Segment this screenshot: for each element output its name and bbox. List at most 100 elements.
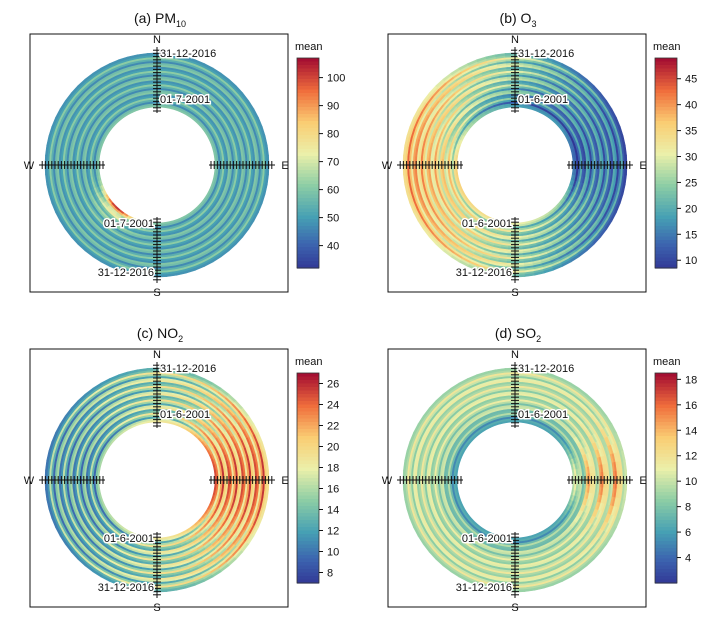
colorbar-tick-label: 45 xyxy=(685,74,697,86)
colorbar-segment xyxy=(297,75,319,80)
colorbar-segment xyxy=(655,240,677,245)
colorbar-segment xyxy=(297,166,319,171)
colorbar-segment xyxy=(297,103,319,108)
direction-label-s: S xyxy=(511,287,518,299)
colorbar-segment xyxy=(297,149,319,154)
colorbar-segment xyxy=(655,142,677,147)
panel-b-frame xyxy=(387,33,647,293)
colorbar-segment xyxy=(297,96,319,101)
colorbar-segment xyxy=(297,243,319,248)
colorbar-segment xyxy=(297,226,319,231)
date-label-inner-bottom: 01-6-2001 xyxy=(462,218,512,230)
colorbar-segment xyxy=(297,128,319,133)
colorbar-segment xyxy=(297,187,319,192)
direction-label-e: E xyxy=(639,160,646,172)
colorbar-segment xyxy=(297,250,319,255)
panel-c-plot: NESW31-12-201601-6-200101-6-200131-12-20… xyxy=(24,348,339,614)
colorbar-segment xyxy=(655,219,677,224)
colorbar-segment xyxy=(655,89,677,94)
colorbar-segment xyxy=(655,212,677,217)
colorbar-tick-label: 60 xyxy=(327,185,339,197)
colorbar-segment xyxy=(297,236,319,241)
colorbar-segment xyxy=(655,149,677,154)
colorbar-segment xyxy=(297,184,319,189)
colorbar-segment xyxy=(655,100,677,105)
colorbar-segment xyxy=(655,180,677,185)
colorbar-segment xyxy=(297,117,319,122)
colorbar-segment xyxy=(297,208,319,213)
panel-b-axes xyxy=(397,47,633,283)
colorbar-segment xyxy=(655,79,677,84)
colorbar-segment xyxy=(655,72,677,77)
colorbar-segment xyxy=(655,236,677,241)
colorbar-segment xyxy=(297,215,319,220)
direction-label-n: N xyxy=(153,34,161,46)
date-label-inner-top: 01-7-2001 xyxy=(160,94,210,106)
direction-label-s: S xyxy=(153,287,160,299)
colorbar-segment xyxy=(655,121,677,126)
panel-a-title-text: (a) PM xyxy=(133,10,176,26)
colorbar-segment xyxy=(655,58,677,63)
colorbar-segment xyxy=(655,61,677,66)
colorbar-segment xyxy=(297,145,319,150)
colorbar-segment xyxy=(297,233,319,238)
colorbar-segment xyxy=(655,82,677,87)
colorbar-border xyxy=(296,57,320,269)
colorbar-segment xyxy=(655,173,677,178)
colorbar-segment xyxy=(297,219,319,224)
colorbar-segment xyxy=(655,103,677,108)
colorbar-segment xyxy=(655,117,677,122)
colorbar-segment xyxy=(655,264,677,269)
panel-c-rings xyxy=(44,367,270,593)
colorbar-tick-label: 10 xyxy=(685,255,697,267)
direction-label-w: W xyxy=(382,160,393,172)
panel-c-title: (c) NO2 xyxy=(30,325,290,344)
colorbar-segment xyxy=(297,156,319,161)
colorbar-tick-label: 30 xyxy=(685,152,697,164)
colorbar-tick-label: 50 xyxy=(327,213,339,225)
colorbar-segment xyxy=(655,86,677,91)
direction-label-w: W xyxy=(24,160,35,172)
colorbar-segment xyxy=(655,145,677,150)
colorbar-tick-label: 40 xyxy=(327,241,339,253)
colorbar-tick-label: 80 xyxy=(327,129,339,141)
colorbar-tick-label: 20 xyxy=(685,203,697,215)
colorbar-segment xyxy=(655,198,677,203)
colorbar-segment xyxy=(297,170,319,175)
colorbar-segment xyxy=(297,240,319,245)
panel-a-plot: NESW31-12-201601-7-200101-7-200131-12-20… xyxy=(24,33,345,299)
colorbar-segment xyxy=(655,205,677,210)
colorbar-segment xyxy=(655,233,677,238)
colorbar-tick-label: 40 xyxy=(685,100,697,112)
colorbar-segment xyxy=(297,68,319,73)
panel-c-frame xyxy=(29,348,289,608)
panel-b-rings xyxy=(402,52,628,278)
colorbar-segment xyxy=(297,198,319,203)
colorbar-segment xyxy=(655,215,677,220)
colorbar-segment xyxy=(655,135,677,140)
panel-a-legend-title: mean xyxy=(295,41,323,53)
panel-b-legend-title: mean xyxy=(653,41,681,53)
colorbar-segment xyxy=(655,75,677,80)
colorbar-segment xyxy=(297,254,319,259)
colorbar-segment xyxy=(655,138,677,143)
colorbar-tick-label: 25 xyxy=(685,177,697,189)
panel-c: (c) NO2 N E S W 31-12-2016 01-6-2001 01-6-2001… xyxy=(0,315,350,620)
colorbar-segment xyxy=(297,65,319,70)
colorbar-segment xyxy=(297,191,319,196)
colorbar-segment xyxy=(655,124,677,129)
colorbar-segment xyxy=(297,201,319,206)
colorbar-segment xyxy=(297,114,319,119)
colorbar-segment xyxy=(297,163,319,168)
colorbar-segment xyxy=(297,194,319,199)
panel-c-title-sub: 2 xyxy=(178,333,184,344)
date-label-outer-top: 31-12-2016 xyxy=(518,48,574,60)
colorbar-segment xyxy=(297,135,319,140)
date-label-outer-top: 31-12-2016 xyxy=(160,48,216,60)
colorbar-tick-label: 35 xyxy=(685,126,697,138)
colorbar-segment xyxy=(655,247,677,252)
colorbar-segment xyxy=(655,187,677,192)
colorbar-segment xyxy=(297,93,319,98)
colorbar-segment xyxy=(297,212,319,217)
